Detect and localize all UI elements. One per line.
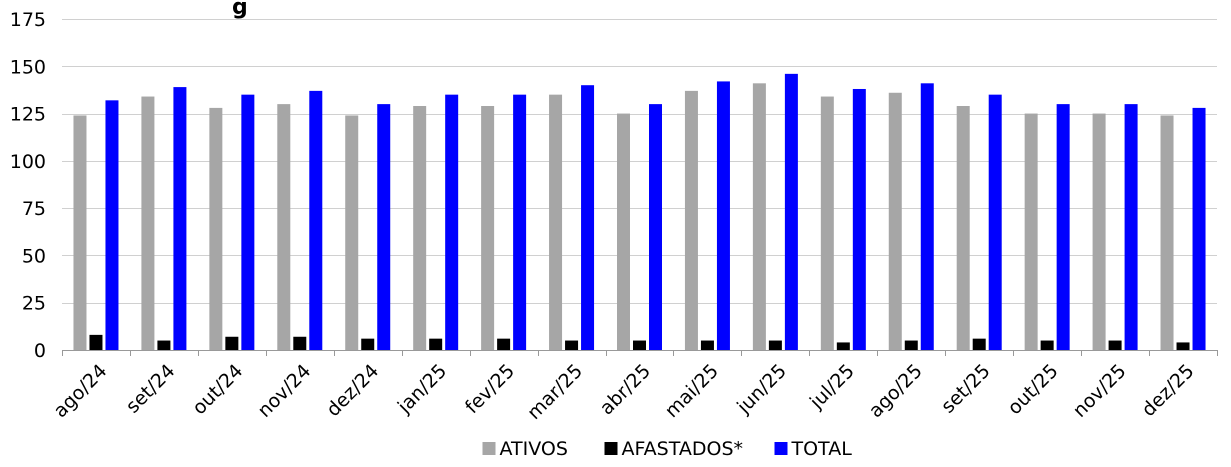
bar-ativos (820, 96, 834, 350)
bar-total (1192, 107, 1206, 350)
bar-ativos (684, 90, 698, 351)
bar-afastados (972, 338, 986, 350)
bar-ativos (956, 106, 970, 351)
x-tick-labels: ago/24 set/24 out/24 nov/24 dez/24 jan/25 fev/… (49, 360, 1198, 424)
bar-ativos (1092, 113, 1106, 350)
bar-total (105, 100, 119, 351)
y-tick-label: 25 (22, 293, 46, 315)
bar-total (649, 104, 662, 350)
bar-afastados (225, 336, 239, 350)
bar-afastados (429, 338, 443, 350)
bar-total (173, 87, 187, 350)
legend-swatch (604, 442, 618, 455)
bar-afastados (1176, 342, 1190, 350)
bar-afastados (497, 338, 511, 350)
chart-title: g (232, 0, 248, 20)
x-tick-label: jun/25 (732, 360, 791, 419)
x-tick-label: mar/25 (523, 360, 587, 424)
bar-ativos (141, 96, 155, 350)
bar-afastados (633, 340, 646, 350)
bar-total (852, 88, 866, 351)
x-tick-label: nov/25 (1069, 360, 1131, 422)
x-tick-label: jul/25 (805, 360, 859, 414)
y-tick-label: 125 (10, 104, 46, 126)
bars (73, 73, 1206, 351)
x-tick-label: out/24 (188, 360, 247, 419)
y-tick-label: 150 (10, 56, 46, 78)
bar-total (716, 81, 730, 350)
x-tick-label: ago/24 (49, 360, 111, 422)
bar-total (1124, 104, 1138, 350)
bar-ativos (617, 113, 630, 350)
bar-afastados (89, 334, 103, 350)
bar-total (988, 94, 1002, 351)
bar-ativos (1160, 115, 1174, 350)
bar-afastados (361, 338, 375, 350)
bar-afastados (1108, 340, 1122, 350)
bar-ativos (752, 83, 766, 351)
bar-total (445, 94, 459, 351)
bar-afastados (700, 340, 714, 350)
bar-total (920, 83, 934, 351)
x-tick-label: dez/25 (1138, 360, 1199, 421)
bar-total (1056, 104, 1070, 350)
bar-afastados (565, 340, 579, 350)
bar-afastados (768, 340, 782, 350)
y-tick-label: 50 (22, 245, 46, 267)
bar-afastados (904, 340, 918, 350)
gridlines (62, 19, 1217, 304)
y-tick-label: 175 (10, 9, 46, 31)
y-tick-label: 75 (22, 198, 46, 220)
x-tick-label: set/24 (122, 360, 180, 418)
x-tick-label: ago/25 (865, 360, 927, 422)
bar-afastados (157, 340, 171, 350)
legend-swatch (774, 442, 788, 455)
bar-afastados (1040, 340, 1054, 350)
legend-swatch (482, 442, 496, 455)
axes: 0 25 50 75 100 125 150 175 (10, 9, 1218, 362)
bar-ativos (888, 92, 902, 350)
bar-total (784, 73, 798, 350)
bar-ativos (277, 104, 291, 350)
bar-ativos (73, 115, 87, 350)
bar-ativos (209, 107, 223, 350)
legend-label: TOTAL (791, 438, 853, 460)
bar-total (309, 90, 323, 351)
bar-total (513, 94, 527, 351)
legend-label: ATIVOS (500, 438, 568, 460)
bar-ativos (549, 94, 563, 351)
bar-total (241, 94, 255, 351)
bar-ativos (413, 106, 427, 351)
bar-ativos (481, 106, 495, 351)
bar-ativos (1024, 113, 1038, 350)
legend-label: AFASTADOS* (622, 438, 744, 460)
bar-ativos (345, 115, 359, 350)
bar-total (377, 104, 391, 350)
bar-total (581, 85, 595, 350)
x-tick-label: out/25 (1003, 360, 1062, 419)
y-tick-label: 100 (10, 151, 46, 173)
y-tick-label: 0 (34, 340, 46, 362)
x-tick-label: mai/25 (661, 360, 723, 422)
x-tick-label: set/25 (937, 360, 995, 418)
x-tick-label: dez/24 (322, 360, 383, 421)
x-tick-label: fev/25 (461, 360, 519, 418)
x-tick-label: jan/25 (393, 360, 451, 418)
bar-afastados (836, 342, 850, 350)
x-tick-label: abr/25 (596, 360, 655, 419)
legend: ATIVOS AFASTADOS* TOTAL (482, 438, 853, 460)
bar-afastados (293, 336, 307, 350)
x-tick-label: nov/24 (253, 360, 315, 422)
